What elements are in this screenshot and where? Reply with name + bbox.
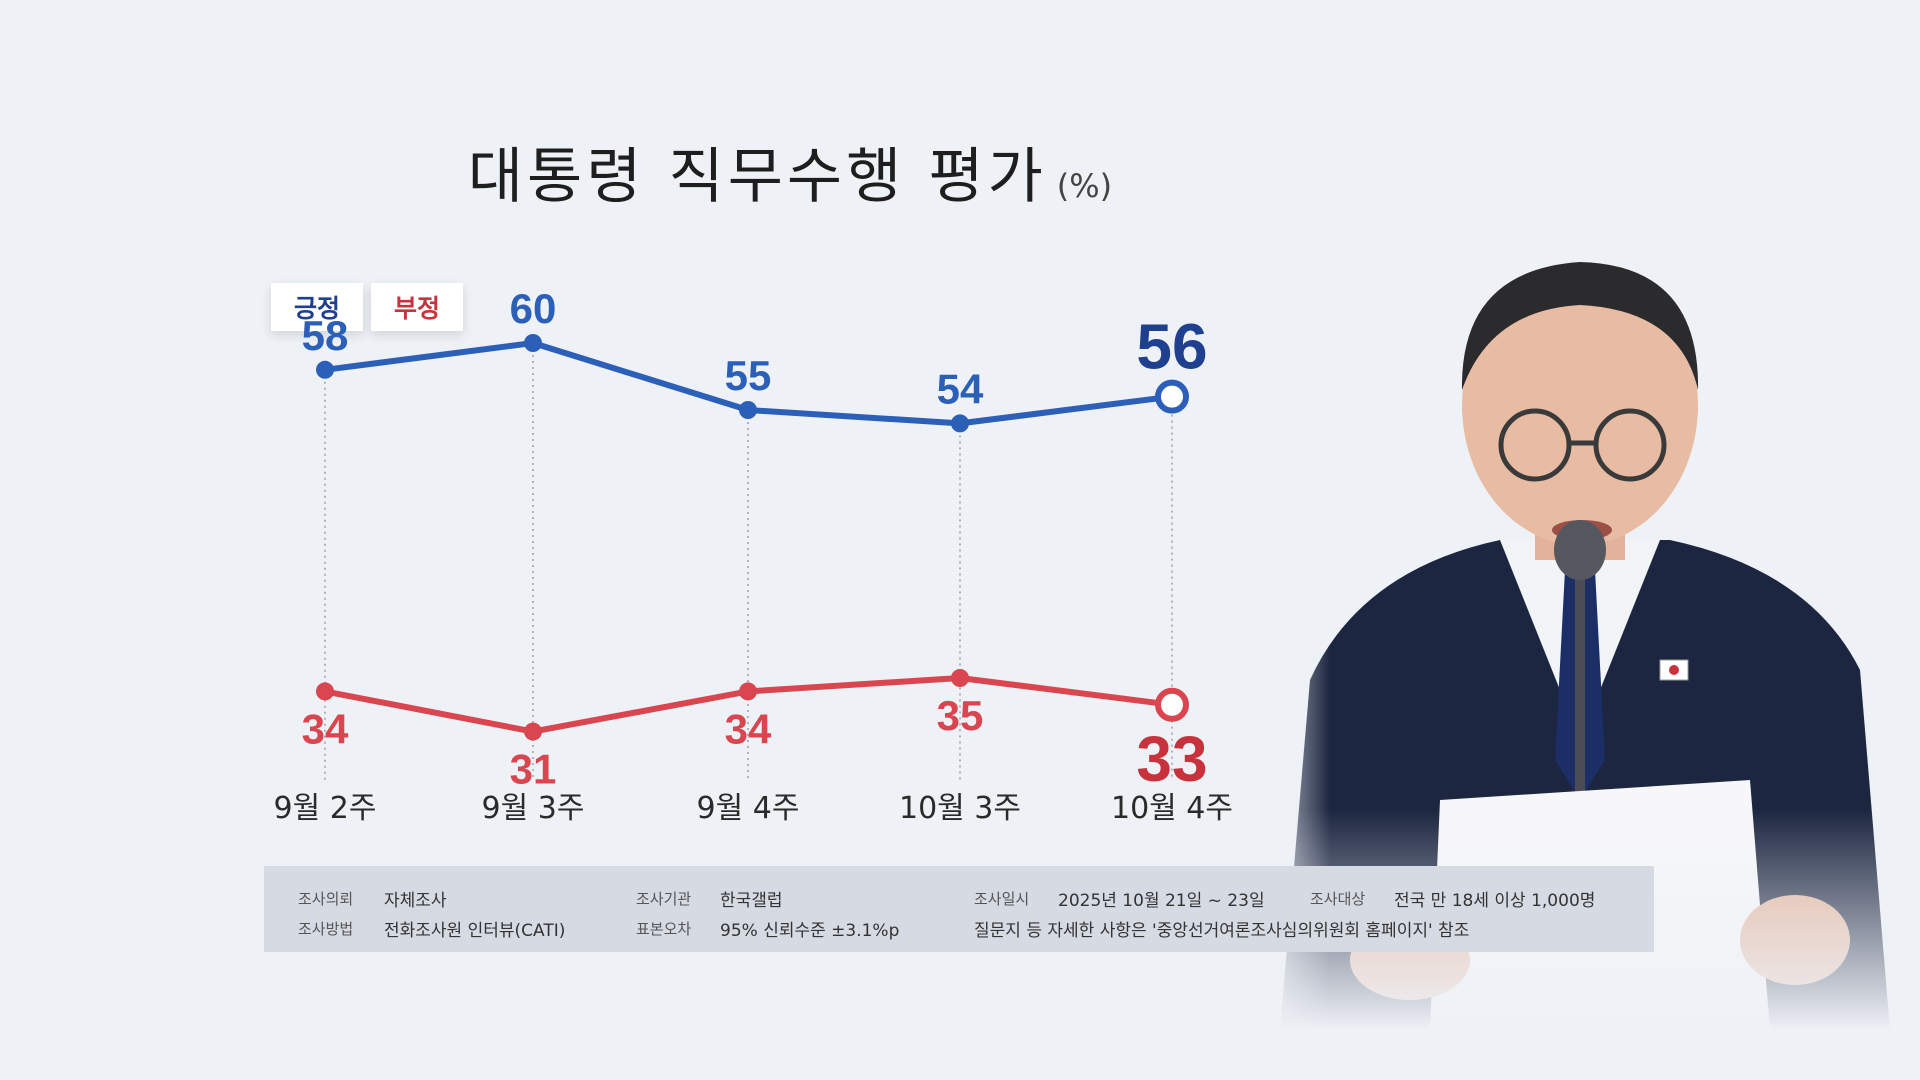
survey-note: 질문지 등 자세한 사항은 '중앙선거여론조사심의위원회 홈페이지' 참조 [974,921,1470,941]
chart-title-main: 대통령 직무수행 평가 [467,142,1047,212]
data-label-0-0: 58 [302,312,349,359]
point-1-1 [524,722,542,741]
point-0-1 [524,334,542,352]
data-label-1-2: 34 [725,705,772,752]
survey-info-box: 조사의뢰 자체조사 조사기관 한국갤럽 조사일시 2025년 10월 21일 ~… [264,866,1654,952]
data-label-1-4: 33 [1136,723,1207,795]
x-tick-label-2: 9월 4주 [697,791,800,826]
data-label-1-3: 35 [937,692,984,739]
data-label-0-2: 55 [725,352,772,399]
data-label-0-3: 54 [937,365,984,412]
legend-negative: 부정 [371,283,463,331]
x-tick-label-4: 10월 4주 [1111,791,1233,826]
point-1-3 [951,669,969,687]
point-0-4 [1155,379,1189,414]
data-label-0-4: 56 [1136,311,1207,383]
point-1-0 [316,682,334,701]
data-label-0-1: 60 [510,285,557,332]
error-label: 표본오차 [636,920,692,938]
agency-value: 한국갤럽 [720,891,783,911]
data-label-1-1: 31 [510,746,557,793]
target-label: 조사대상 [1310,890,1366,908]
chart-title: 대통령 직무수행 평가 (%) [0,128,1580,215]
client-label: 조사의뢰 [298,890,354,908]
method-label: 조사방법 [298,920,354,938]
data-label-1-0: 34 [302,705,349,752]
method-value: 전화조사원 인터뷰(CATI) [384,921,566,941]
date-value: 2025년 10월 21일 ~ 23일 [1058,891,1265,911]
point-0-0 [316,360,334,379]
client-value: 자체조사 [384,891,447,911]
point-1-4 [1155,687,1189,722]
point-1-2 [739,682,757,701]
point-0-2 [739,401,757,419]
legend-positive: 긍정 [271,283,363,331]
x-tick-label-3: 10월 3주 [899,791,1021,826]
x-tick-label-1: 9월 3주 [482,791,585,826]
agency-label: 조사기관 [636,890,692,908]
point-0-3 [951,414,969,433]
error-value: 95% 신뢰수준 ±3.1%p [720,921,900,941]
chart-title-unit: (%) [1056,167,1113,205]
legend: 긍정 부정 [271,283,463,331]
target-value: 전국 만 18세 이상 1,000명 [1394,891,1596,911]
x-tick-label-0: 9월 2주 [274,791,377,826]
date-label: 조사일시 [974,890,1030,908]
